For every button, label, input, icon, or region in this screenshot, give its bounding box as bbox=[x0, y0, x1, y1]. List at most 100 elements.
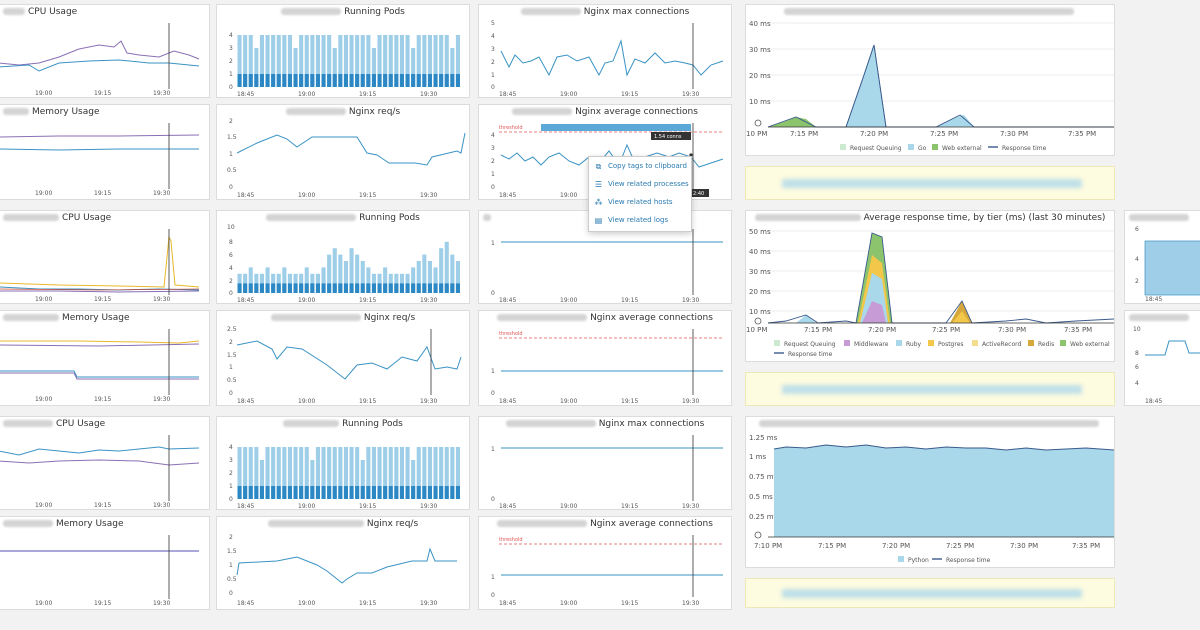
pods-bar-segment bbox=[366, 283, 371, 293]
menu-item-view-hosts[interactable]: ⁂ View related hosts bbox=[594, 197, 673, 207]
pods-bar-segment bbox=[455, 283, 460, 293]
legend-swatch bbox=[896, 340, 902, 346]
pods-bar bbox=[338, 35, 343, 87]
panel-r6c1[interactable]: Memory Usage 19:00 19:15 19:30 bbox=[0, 516, 210, 610]
x-tick: 19:15 bbox=[621, 398, 638, 405]
pods-bar-segment bbox=[399, 283, 404, 293]
panel-r3c1[interactable]: CPU Usage 19:00 19:15 19:30 bbox=[0, 210, 210, 304]
legend-swatch-go bbox=[908, 144, 914, 150]
panel-r4c3[interactable]: Nginx average connections threshold 1 0 1… bbox=[478, 310, 732, 406]
memory-usage-chart: 19:00 19:15 19:30 bbox=[0, 535, 199, 607]
y-tick: 4 bbox=[229, 265, 233, 272]
panel-r4c2[interactable]: Nginx req/s 2.5 2 1.5 1 0.5 0 18:45 19:00 19:… bbox=[216, 310, 470, 406]
panel-r1c2[interactable]: Running Pods 4 3 2 1 0 18:45 19:00 19:15 19:… bbox=[216, 4, 470, 98]
y-tick: 0.5 bbox=[227, 167, 237, 174]
apm-chart-3[interactable]: 1.25 ms 1 ms 0.75 ms 0.5 ms 0.25 ms 7:10… bbox=[745, 416, 1115, 568]
pods-bar bbox=[388, 447, 393, 499]
y-tick: 0 bbox=[491, 290, 495, 297]
y-tick: 2.5 bbox=[227, 326, 237, 333]
x-tick: 19:15 bbox=[94, 396, 111, 403]
y-tick: 3 bbox=[491, 46, 495, 53]
partial-panel-top[interactable]: 6 4 2 18:45 bbox=[1124, 210, 1200, 304]
panel-r6c3[interactable]: Nginx average connections threshold 1 0 1… bbox=[478, 516, 732, 610]
x-tick: 19:30 bbox=[682, 91, 699, 98]
threshold-label: threshold bbox=[499, 331, 523, 337]
x-tick: 19:00 bbox=[560, 398, 577, 405]
pods-bar bbox=[439, 35, 444, 87]
x-tick: 19:15 bbox=[94, 600, 111, 607]
y-tick: 1 bbox=[229, 364, 233, 371]
pods-bar-segment bbox=[287, 486, 292, 499]
y-tick: 0.5 bbox=[227, 377, 237, 384]
panel-title: Nginx req/s bbox=[363, 313, 416, 323]
y-tick: 1.5 bbox=[227, 352, 237, 359]
panel-title: Nginx req/s bbox=[348, 107, 401, 117]
running-pods-chart: 4 3 2 1 0 18:45 19:00 19:15 19:30 bbox=[229, 444, 460, 509]
panel-r1c3[interactable]: Nginx max connections 5 4 3 2 1 0 18:45 19:00… bbox=[478, 4, 732, 98]
pods-bar-segment bbox=[265, 283, 270, 293]
panel-r5c2[interactable]: Running Pods 4 3 2 1 0 18:45 19:00 19:15 19:… bbox=[216, 416, 470, 510]
pods-bar-segment bbox=[265, 486, 270, 499]
pods-bar-segment bbox=[371, 486, 376, 499]
pods-bar-segment bbox=[349, 283, 354, 293]
apm-chart-1[interactable]: 40 ms 30 ms 20 ms 10 ms 10 PM 7:15 PM 7:… bbox=[745, 4, 1115, 156]
x-tick: 7:30 PM bbox=[1010, 542, 1038, 550]
apm-chart-2[interactable]: Average response time, by tier (ms) (las… bbox=[745, 210, 1115, 362]
pods-bar-segment bbox=[355, 74, 360, 87]
panel-r6c2[interactable]: Nginx req/s 2 1.5 1 0.5 0 18:45 19:00 19:15 … bbox=[216, 516, 470, 610]
pods-bar-segment bbox=[327, 74, 332, 87]
pods-bar bbox=[399, 35, 404, 87]
area-web-external bbox=[768, 117, 816, 127]
threshold-label: threshold bbox=[499, 537, 523, 543]
panel-r2c1[interactable]: Memory Usage 19:00 19:15 19:30 bbox=[0, 104, 210, 200]
pods-bar-segment bbox=[259, 283, 264, 293]
series-line bbox=[1145, 340, 1200, 356]
x-tick: 19:15 bbox=[359, 91, 376, 98]
pods-bar bbox=[388, 35, 393, 87]
panel-r2c2[interactable]: Nginx req/s 2 1.5 1 0.5 0 18:45 19:00 19:15 … bbox=[216, 104, 470, 200]
panel-r5c3[interactable]: Nginx max connections 1 0 18:45 19:00 19:… bbox=[478, 416, 732, 510]
pods-bar-segment bbox=[276, 74, 281, 87]
legend-swatch bbox=[844, 340, 850, 346]
y-tick: 20 ms bbox=[749, 72, 771, 80]
pods-bar bbox=[332, 248, 337, 293]
x-tick: 18:45 bbox=[499, 192, 516, 199]
menu-item-view-logs[interactable]: ▤ View related logs bbox=[594, 215, 669, 225]
y-tick: 2 bbox=[1135, 278, 1139, 285]
pods-bar bbox=[321, 447, 326, 499]
tooltip-box bbox=[651, 132, 691, 140]
legend-label: Postgres bbox=[938, 341, 964, 348]
menu-item-copy-tags[interactable]: ⧉ Copy tags to clipboard bbox=[595, 161, 687, 171]
apm-note-3 bbox=[745, 578, 1115, 608]
panel-r4c1[interactable]: Memory Usage 19:00 19:15 19:30 bbox=[0, 310, 210, 406]
pods-bar-segment bbox=[422, 486, 427, 499]
pods-bar bbox=[399, 447, 404, 499]
partial-panel-bottom[interactable]: 10 8 6 4 18:45 bbox=[1124, 310, 1200, 406]
panel-r1c1[interactable]: CPU Usage 19:00 19:15 19:30 bbox=[0, 4, 210, 98]
partial-line-chart: 10 8 6 4 18:45 bbox=[1133, 326, 1200, 405]
panel-r5c1[interactable]: CPU Usage 19:00 19:15 19:30 bbox=[0, 416, 210, 510]
pods-bar bbox=[243, 35, 248, 87]
pods-bar bbox=[360, 261, 365, 293]
x-tick: 19:30 bbox=[682, 297, 699, 304]
pods-bar bbox=[282, 447, 287, 499]
pods-bar bbox=[455, 35, 460, 87]
running-pods-chart: 10 8 6 4 2 0 18:45 19:00 19:15 19:30 bbox=[227, 224, 460, 303]
menu-item-view-processes[interactable]: ☰ View related processes bbox=[594, 179, 689, 189]
panel-r3c2[interactable]: Running Pods 10 8 6 4 2 0 18:45 19:00 19:15 1… bbox=[216, 210, 470, 304]
x-tick: 7:20 PM bbox=[868, 326, 896, 334]
x-tick: 19:00 bbox=[560, 297, 577, 304]
pods-bar-segment bbox=[371, 283, 376, 293]
pods-bar bbox=[383, 35, 388, 87]
y-tick: 3 bbox=[229, 45, 233, 52]
pods-bar bbox=[399, 273, 404, 293]
pods-bar-segment bbox=[360, 283, 365, 293]
memory-usage-chart: 19:00 19:15 19:30 bbox=[0, 329, 200, 403]
x-tick: 18:45 bbox=[237, 91, 254, 98]
pods-bar-segment bbox=[394, 283, 399, 293]
pods-bar bbox=[371, 447, 376, 499]
y-tick: 30 ms bbox=[749, 46, 771, 54]
nginx-max-connections-chart: 5 4 3 2 1 0 18:45 19:00 19:15 19:30 bbox=[491, 20, 724, 98]
y-tick: 5 bbox=[491, 20, 495, 27]
nginx-req-chart: 2 1.5 1 0.5 0 18:45 19:00 19:15 19:30 bbox=[227, 118, 466, 199]
